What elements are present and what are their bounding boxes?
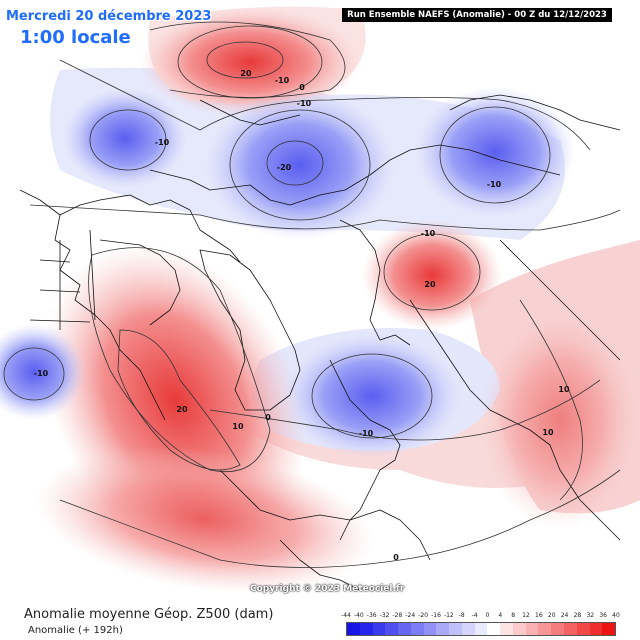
contour-label: 20	[240, 69, 252, 78]
contour-label: 10	[558, 385, 570, 394]
scale-tick-label: 4	[498, 612, 503, 619]
scale-tick-label: 24	[560, 612, 569, 619]
map-subtitle: Anomalie (+ 192h)	[28, 625, 123, 636]
scale-tick-label: -4	[471, 612, 478, 619]
map-title: Anomalie moyenne Géop. Z500 (dam)	[24, 607, 274, 622]
color-scale-bar	[346, 622, 616, 636]
contour-label: 10	[542, 428, 554, 437]
contour-label: 20	[176, 405, 188, 414]
scale-swatch	[564, 623, 577, 635]
scale-tick-label: 0	[485, 612, 490, 619]
scale-tick-label: 12	[522, 612, 530, 619]
negative-anomaly-west	[0, 324, 86, 420]
run-info-banner: Run Ensemble NAEFS (Anomalie) - 00 Z du …	[342, 8, 612, 22]
contour-label: 10	[232, 422, 244, 431]
scale-swatch	[474, 623, 488, 635]
positive-anomaly-east	[480, 310, 640, 530]
contour-lines	[3, 21, 621, 568]
contour-label: 20	[424, 280, 436, 289]
scale-swatch	[538, 623, 552, 635]
scale-tick-label: -20	[418, 612, 429, 619]
scale-tick-label: 36	[599, 612, 607, 619]
contour-label: -20	[277, 163, 292, 172]
scale-tick-label: -28	[392, 612, 403, 619]
negative-anomaly-lower	[284, 334, 460, 458]
positive-anomaly-center	[362, 220, 502, 330]
scale-tick-label: -40	[353, 612, 364, 619]
scale-tick-label: 8	[511, 612, 516, 619]
contour-label: -10	[275, 76, 290, 85]
scale-tick-label: -16	[431, 612, 441, 619]
contour-label: -10	[487, 180, 502, 189]
scale-swatch	[500, 623, 513, 635]
scale-tick-label: 16	[535, 612, 543, 619]
scale-swatch	[410, 623, 424, 635]
scale-swatch	[359, 623, 373, 635]
scale-tick-label: -8	[458, 612, 465, 619]
scale-swatch	[372, 623, 386, 635]
negative-anomaly-northeast	[415, 87, 575, 217]
scale-swatch	[525, 623, 539, 635]
scale-tick-label: 28	[573, 612, 582, 619]
contour-label: 0	[393, 553, 399, 562]
scale-swatch	[398, 623, 411, 635]
scale-tick-label: 32	[586, 612, 595, 619]
scale-tick-label: -44	[341, 612, 351, 619]
color-scale-labels: -44 -40 -36 -32 -28 -24 -20 -16 -12 -8 -4 0 4 8 12 16 20…	[341, 612, 620, 620]
anomaly-cores	[0, 7, 640, 594]
contour-label: -10	[155, 138, 170, 147]
scale-swatch	[436, 623, 450, 635]
contour-label: 0	[265, 413, 271, 422]
scale-swatch	[589, 623, 603, 635]
contour-label: -10	[34, 369, 49, 378]
scale-tick-label: -32	[379, 612, 390, 619]
negative-anomaly-main	[205, 90, 395, 240]
scale-swatch	[347, 623, 360, 635]
scale-tick-label: -12	[443, 612, 454, 619]
contour-label: -10	[421, 229, 436, 238]
forecast-date: Mercredi 20 décembre 2023	[6, 9, 212, 24]
scale-swatch	[423, 623, 437, 635]
scale-tick-label: 40	[612, 612, 620, 619]
scale-swatch	[385, 623, 399, 635]
scale-swatch	[461, 623, 475, 635]
positive-anomaly-north	[140, 7, 360, 117]
scale-tick-label: 20	[547, 612, 556, 619]
contour-labels: 20 -10 0 -10 -10 -20 -10 -10 20 -10 -10 …	[34, 69, 570, 562]
negative-anomaly-northwest	[63, 88, 187, 188]
scale-swatch	[512, 623, 526, 635]
scale-tick-label: -36	[366, 612, 377, 619]
scale-swatch	[602, 623, 616, 635]
contour-label: -10	[359, 429, 374, 438]
scale-swatch	[449, 623, 462, 635]
contour-label: -10	[297, 99, 312, 108]
forecast-time: 1:00 locale	[20, 27, 131, 48]
positive-anomaly-west-arc	[36, 446, 374, 594]
scale-swatch	[576, 623, 590, 635]
scale-swatch	[487, 623, 501, 635]
scale-swatch	[551, 623, 565, 635]
scale-tick-label: -24	[405, 612, 416, 619]
contour-label: 0	[299, 83, 305, 92]
copyright-notice: Copyright © 2023 Meteociel.fr	[250, 584, 405, 594]
